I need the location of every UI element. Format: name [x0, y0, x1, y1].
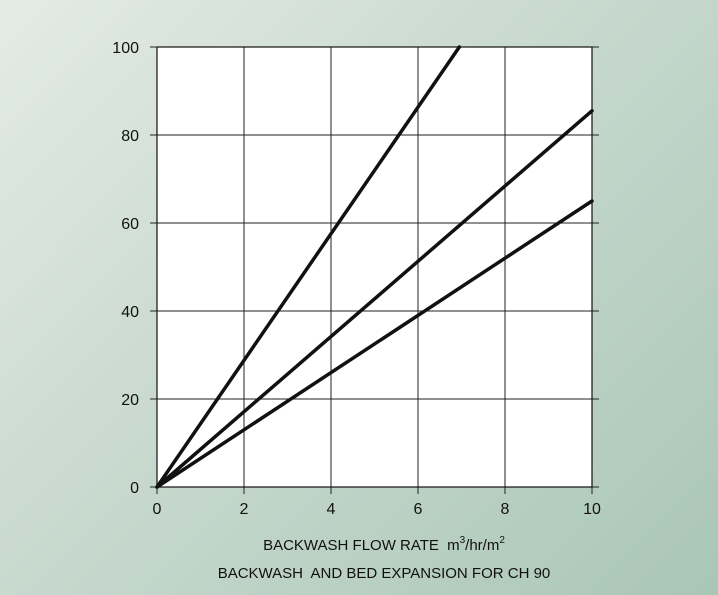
y-tick-labels: 0 20 40 60 80 100: [112, 40, 139, 497]
x-tick-label: 10: [583, 501, 601, 518]
x-axis-unit-base: m: [447, 537, 460, 554]
y-tick-label: 40: [121, 304, 139, 321]
x-tick-label: 2: [240, 501, 249, 518]
chart-caption: BACKWASH AND BED EXPANSION FOR CH 90: [218, 565, 551, 582]
x-tick-label: 6: [414, 501, 423, 518]
y-tick-label: 60: [121, 216, 139, 233]
series-line-2: [155, 109, 594, 489]
x-tick-label: 8: [501, 501, 510, 518]
x-axis-label: BACKWASH FLOW RATE m3/hr/m2: [263, 535, 505, 554]
series-line-1: [155, 45, 462, 489]
series-layer: [155, 45, 594, 489]
x-axis-label-text: BACKWASH FLOW RATE: [263, 537, 439, 554]
y-tick-label: 80: [121, 128, 139, 145]
x-tick-labels: 0 2 4 6 8 10: [153, 501, 601, 518]
series-line-3: [155, 199, 594, 489]
y-tick-label: 20: [121, 392, 139, 409]
x-tick-label: 0: [153, 501, 162, 518]
x-axis-unit-sup1: 3: [460, 535, 466, 546]
plot-frame: [156, 46, 593, 488]
x-axis-unit-mid: /hr/m: [465, 537, 499, 554]
plot-area: [157, 47, 592, 487]
y-tick-label: 0: [130, 480, 139, 497]
x-tick-label: 4: [327, 501, 336, 518]
x-axis-unit-sup2: 2: [499, 535, 505, 546]
y-tick-label: 100: [112, 40, 139, 57]
